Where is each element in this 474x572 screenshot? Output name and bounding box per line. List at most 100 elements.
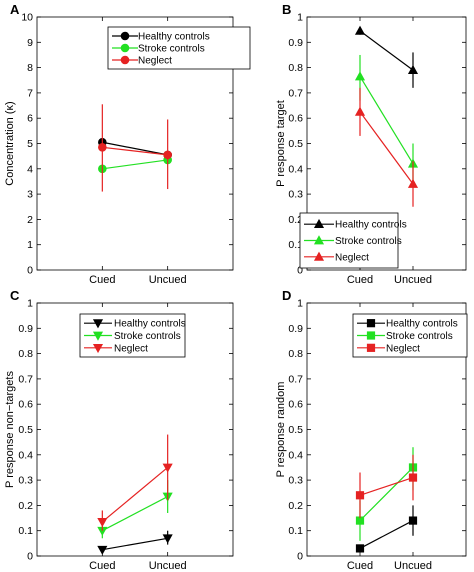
data-point (354, 71, 366, 81)
panel-label: C (10, 288, 20, 303)
series-line (102, 146, 168, 156)
chart-panel-a: 0 1 2 3 4 5 6 7 8 9 10 Cued Uncued Concentration (κ) A… (4, 2, 251, 286)
y-axis-label: Concentration (κ) (4, 101, 16, 185)
data-point (354, 106, 366, 116)
legend-label: Stroke controls (114, 331, 181, 342)
legend-marker (120, 55, 130, 65)
y-tick-label: 6 (27, 113, 33, 125)
legend-label: Healthy controls (335, 220, 407, 231)
legend-label: Neglect (386, 343, 420, 354)
y-tick-label: 0.7 (18, 373, 33, 385)
data-point (354, 25, 366, 35)
data-point (97, 545, 108, 555)
data-point (162, 463, 173, 473)
y-tick-label: 0.9 (288, 323, 303, 335)
y-tick-label: 5 (27, 138, 33, 150)
y-tick-label: 0.2 (288, 500, 303, 512)
y-tick-label: 0.7 (288, 373, 303, 385)
x-tick-label: Uncued (149, 560, 187, 572)
legend-marker (313, 251, 325, 261)
legend-label: Neglect (138, 56, 172, 67)
legend-label: Healthy controls (138, 32, 210, 43)
y-tick-label: 3 (27, 189, 33, 201)
legend-label: Stroke controls (386, 331, 453, 342)
y-tick-label: 0.2 (288, 214, 303, 226)
y-tick-label: 0.1 (288, 525, 303, 537)
legend-marker (313, 218, 325, 229)
data-point (407, 64, 419, 74)
y-tick-label: 0.4 (288, 449, 303, 461)
series-neglect (354, 87, 419, 207)
panel-label: B (282, 2, 291, 17)
y-tick-label: 0.8 (18, 348, 33, 360)
y-tick-label: 0.3 (18, 475, 33, 487)
y-tick-label: 1 (27, 239, 33, 251)
y-tick-label: 4 (27, 163, 33, 175)
y-tick-label: 0.5 (288, 424, 303, 436)
legend: Healthy controls Stroke controls Neglect (299, 212, 407, 269)
x-tick-label: Uncued (394, 560, 432, 572)
x-tick-label: Cued (89, 274, 115, 286)
y-tick-label: 0 (27, 551, 33, 563)
y-tick-label: 0.3 (288, 189, 303, 201)
chart-panel-d: 0 0.1 0.2 0.3 0.4 0.5 0.6 0.7 0.8 0.9 1 Cued Uncued P… (275, 288, 468, 572)
data-point (98, 142, 107, 152)
series-line (359, 30, 414, 71)
legend-marker (92, 319, 104, 329)
y-axis-label: P response target (275, 100, 287, 187)
legend-label: Stroke controls (138, 44, 205, 55)
y-tick-label: 0.6 (288, 113, 303, 125)
y-tick-label: 0.2 (18, 500, 33, 512)
series-healthy-controls (97, 530, 173, 555)
y-tick-label: 0.1 (18, 525, 33, 537)
series-line (102, 141, 168, 156)
legend-marker (366, 343, 376, 352)
data-point (355, 544, 365, 553)
data-point (408, 473, 418, 482)
y-tick-label: 0 (297, 551, 303, 563)
y-tick-label: 0.6 (288, 399, 303, 411)
y-tick-label: 10 (21, 12, 33, 24)
data-point (162, 534, 173, 544)
y-tick-label: 7 (27, 87, 33, 99)
y-tick-label: 0.8 (288, 348, 303, 360)
data-point (97, 517, 108, 528)
y-tick-label: 0.4 (18, 449, 33, 461)
y-tick-label: 0.1 (288, 239, 303, 251)
y-axis-label: P response non−targets (4, 371, 16, 488)
series-line (359, 111, 414, 185)
legend-marker (92, 331, 104, 341)
y-tick-label: 0.9 (288, 37, 303, 49)
series-line (102, 537, 168, 551)
legend-marker (120, 43, 130, 53)
series-line (102, 159, 168, 170)
y-tick-label: 0 (297, 265, 303, 277)
x-tick-label: Cued (347, 560, 373, 572)
data-point (408, 516, 418, 525)
series-line (359, 467, 414, 522)
legend-marker (366, 331, 376, 340)
series-line (359, 477, 414, 496)
series-line (359, 520, 414, 549)
x-tick-label: Cued (347, 274, 373, 286)
y-tick-label: 0.8 (288, 62, 303, 74)
x-tick-label: Cued (89, 560, 115, 572)
legend-label: Healthy controls (386, 319, 458, 330)
legend-marker (313, 235, 325, 245)
x-tick-label: Uncued (149, 274, 187, 286)
y-tick-label: 0.5 (288, 138, 303, 150)
data-point (355, 491, 365, 500)
y-tick-label: 8 (27, 62, 33, 74)
legend-label: Stroke controls (335, 236, 402, 247)
y-tick-label: 0 (27, 265, 33, 277)
y-tick-label: 1 (297, 12, 303, 24)
chart-panel-c: 0 0.1 0.2 0.3 0.4 0.5 0.6 0.7 0.8 0.9 1 Cued Uncued P… (4, 288, 234, 572)
legend-label: Neglect (335, 252, 369, 263)
series-line (101, 466, 169, 523)
y-tick-label: 0.6 (18, 399, 33, 411)
legend-marker (366, 319, 376, 328)
y-tick-label: 9 (27, 37, 33, 49)
chart-panel-b: 0 0.1 0.2 0.3 0.4 0.5 0.6 0.7 0.8 0.9 1 Cued Uncued P… (275, 2, 467, 286)
